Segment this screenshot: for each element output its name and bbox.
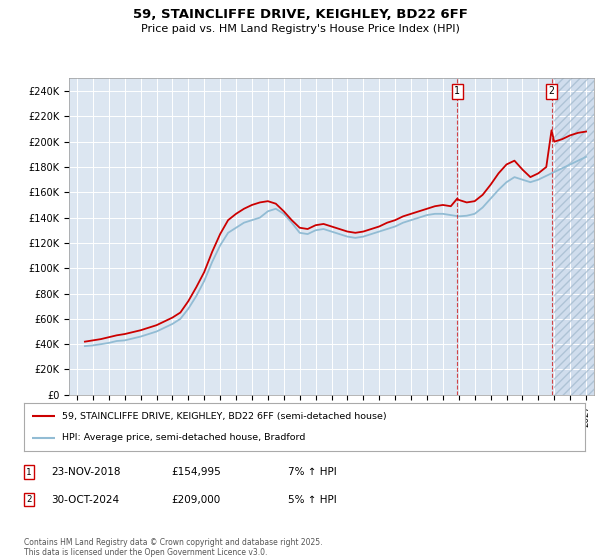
Text: 2: 2 bbox=[26, 495, 31, 504]
Text: 30-OCT-2024: 30-OCT-2024 bbox=[51, 494, 119, 505]
Text: HPI: Average price, semi-detached house, Bradford: HPI: Average price, semi-detached house,… bbox=[62, 433, 305, 442]
Text: Price paid vs. HM Land Registry's House Price Index (HPI): Price paid vs. HM Land Registry's House … bbox=[140, 24, 460, 34]
Text: 5% ↑ HPI: 5% ↑ HPI bbox=[288, 494, 337, 505]
Text: 1: 1 bbox=[26, 468, 31, 477]
Text: 2: 2 bbox=[548, 86, 554, 96]
Text: 23-NOV-2018: 23-NOV-2018 bbox=[51, 467, 121, 477]
Bar bbox=[554, 78, 594, 395]
Bar bbox=[554, 78, 594, 395]
Text: 59, STAINCLIFFE DRIVE, KEIGHLEY, BD22 6FF: 59, STAINCLIFFE DRIVE, KEIGHLEY, BD22 6F… bbox=[133, 8, 467, 21]
Text: 1: 1 bbox=[454, 86, 460, 96]
Text: 7% ↑ HPI: 7% ↑ HPI bbox=[288, 467, 337, 477]
Text: 59, STAINCLIFFE DRIVE, KEIGHLEY, BD22 6FF (semi-detached house): 59, STAINCLIFFE DRIVE, KEIGHLEY, BD22 6F… bbox=[62, 412, 387, 421]
Text: Contains HM Land Registry data © Crown copyright and database right 2025.
This d: Contains HM Land Registry data © Crown c… bbox=[24, 538, 323, 557]
Text: £154,995: £154,995 bbox=[171, 467, 221, 477]
Text: £209,000: £209,000 bbox=[171, 494, 220, 505]
